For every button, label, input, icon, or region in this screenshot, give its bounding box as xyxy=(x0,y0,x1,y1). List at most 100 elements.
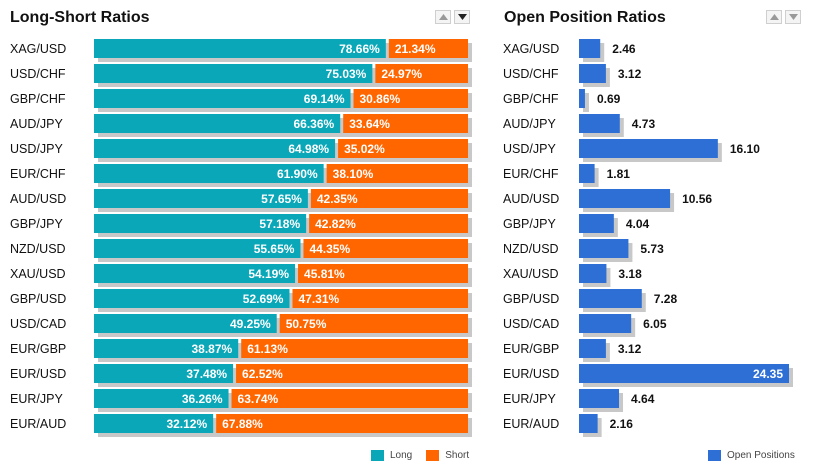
short-value-label: 33.64% xyxy=(349,117,390,131)
short-bar xyxy=(231,389,468,408)
long-bar xyxy=(94,214,307,233)
sort-descending-button[interactable] xyxy=(454,10,470,24)
short-value-label: 30.86% xyxy=(360,92,401,106)
category-label: NZD/USD xyxy=(10,242,66,256)
open-position-sort-controls xyxy=(766,10,801,24)
long-short-panel: Long-Short Ratios XAG/USD 78.66% 21.34% USD… xyxy=(10,9,472,461)
short-value-label: 47.31% xyxy=(298,292,339,306)
short-bar xyxy=(279,314,468,333)
open-position-bar xyxy=(579,39,601,58)
long-value-label: 57.65% xyxy=(261,192,302,206)
sort-descending-button[interactable] xyxy=(785,10,801,24)
short-bar xyxy=(216,414,468,433)
category-label: GBP/CHF xyxy=(503,92,559,106)
category-label: EUR/GBP xyxy=(503,342,559,356)
open-position-value-label: 2.46 xyxy=(612,42,636,56)
open-position-bar xyxy=(579,364,789,383)
short-bar xyxy=(388,39,468,58)
short-bar xyxy=(241,339,468,358)
long-value-label: 61.90% xyxy=(277,167,318,181)
open-position-bar xyxy=(579,64,606,83)
open-position-value-label: 4.64 xyxy=(631,392,655,406)
long-bar xyxy=(94,64,373,83)
long-value-label: 52.69% xyxy=(243,292,284,306)
long-bar xyxy=(94,239,301,258)
legend-label-open: Open Positions xyxy=(727,450,795,461)
category-label: GBP/CHF xyxy=(10,92,66,106)
category-label: XAG/USD xyxy=(10,42,66,56)
long-bar xyxy=(94,339,239,358)
open-position-bar xyxy=(579,289,642,308)
open-position-bar xyxy=(579,314,632,333)
long-value-label: 36.26% xyxy=(182,392,223,406)
long-bar xyxy=(94,264,296,283)
open-position-value-label: 6.05 xyxy=(643,317,667,331)
short-value-label: 24.97% xyxy=(381,67,422,81)
sort-ascending-button[interactable] xyxy=(435,10,451,24)
sort-ascending-button[interactable] xyxy=(766,10,782,24)
long-value-label: 38.87% xyxy=(192,342,233,356)
category-label: XAU/USD xyxy=(10,267,66,281)
open-position-bar xyxy=(579,89,585,108)
long-bar xyxy=(94,364,234,383)
long-bar xyxy=(94,139,336,158)
long-bar xyxy=(94,164,324,183)
open-position-title: Open Position Ratios xyxy=(504,9,666,26)
long-value-label: 55.65% xyxy=(254,242,295,256)
open-position-bar xyxy=(579,239,629,258)
long-bar xyxy=(94,89,351,108)
short-bar xyxy=(338,139,468,158)
short-bar xyxy=(309,214,468,233)
triangle-down-icon xyxy=(457,14,467,20)
long-value-label: 32.12% xyxy=(166,417,207,431)
category-label: USD/CAD xyxy=(503,317,559,331)
legend-item-short: Short xyxy=(426,450,469,461)
short-bar xyxy=(343,114,468,133)
short-value-label: 21.34% xyxy=(395,42,436,56)
open-position-bar xyxy=(579,139,718,158)
short-bar xyxy=(310,189,468,208)
short-value-label: 38.10% xyxy=(333,167,374,181)
open-position-bar xyxy=(579,114,620,133)
short-value-label: 45.81% xyxy=(304,267,345,281)
open-position-value-label: 7.28 xyxy=(654,292,678,306)
open-position-value-label: 16.10 xyxy=(730,142,760,156)
open-position-value-label: 3.12 xyxy=(618,342,642,356)
long-short-chart: XAG/USD 78.66% 21.34% USD/CHF 75.03% 24.97% GB… xyxy=(10,39,472,437)
open-position-bar xyxy=(579,414,598,433)
long-value-label: 37.48% xyxy=(186,367,227,381)
category-label: USD/CHF xyxy=(10,67,66,81)
legend-item-long: Long xyxy=(371,450,412,461)
short-bar xyxy=(236,364,468,383)
category-label: EUR/AUD xyxy=(10,417,66,431)
long-bar xyxy=(94,114,341,133)
long-short-title: Long-Short Ratios xyxy=(10,9,150,26)
long-bar xyxy=(94,414,214,433)
long-short-legend: Long Short xyxy=(357,450,469,461)
short-value-label: 61.13% xyxy=(247,342,288,356)
open-position-bar xyxy=(579,339,606,358)
open-position-value-label: 3.12 xyxy=(618,67,642,81)
long-value-label: 64.98% xyxy=(288,142,329,156)
long-bar xyxy=(94,314,277,333)
short-value-label: 63.74% xyxy=(238,392,279,406)
short-bar xyxy=(326,164,468,183)
open-position-value-label: 3.18 xyxy=(618,267,642,281)
category-label: AUD/JPY xyxy=(503,117,556,131)
category-label: GBP/USD xyxy=(503,292,559,306)
legend-label-short: Short xyxy=(445,450,470,461)
open-position-bar xyxy=(579,164,595,183)
category-label: EUR/AUD xyxy=(503,417,559,431)
short-value-label: 44.35% xyxy=(309,242,350,256)
long-value-label: 54.19% xyxy=(248,267,289,281)
long-bar xyxy=(94,389,229,408)
short-value-label: 50.75% xyxy=(286,317,327,331)
open-position-value-label: 4.04 xyxy=(626,217,650,231)
category-label: NZD/USD xyxy=(503,242,559,256)
long-value-label: 57.18% xyxy=(259,217,300,231)
category-label: AUD/JPY xyxy=(10,117,63,131)
open-position-value-label: 5.73 xyxy=(640,242,664,256)
open-position-value-label: 1.81 xyxy=(607,167,631,181)
long-bar xyxy=(94,189,308,208)
short-bar xyxy=(303,239,468,258)
